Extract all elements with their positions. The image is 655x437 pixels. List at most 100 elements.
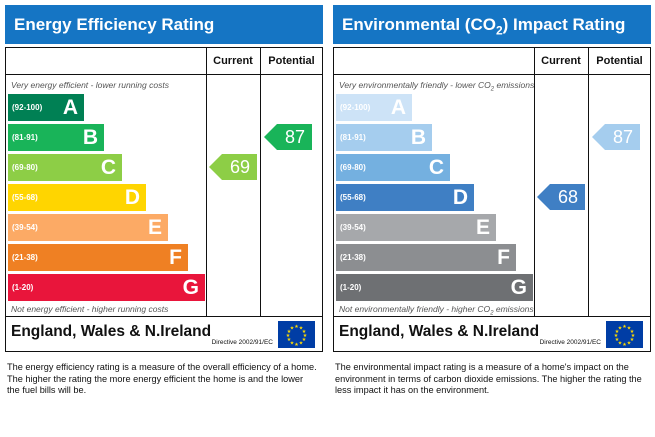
svg-text:★: ★	[627, 341, 632, 347]
region-label: England, Wales & N.Ireland	[339, 323, 540, 340]
svg-text:★: ★	[622, 342, 627, 348]
svg-text:★: ★	[287, 329, 292, 335]
svg-text:★: ★	[303, 333, 308, 339]
rating-band-g: (1-20) G	[336, 274, 533, 301]
potential-rating-arrow-value: 87	[612, 127, 634, 147]
rating-band-c: (69-80) C	[336, 154, 450, 181]
rating-band-e: (39-54) E	[336, 214, 496, 241]
band-letter-label: D	[452, 186, 468, 209]
svg-text:★: ★	[294, 342, 299, 348]
current-header: Current	[541, 55, 581, 67]
band-letter-label: A	[390, 96, 406, 119]
rating-band-g: (1-20) G	[8, 274, 205, 301]
band-letter-label: G	[510, 276, 527, 299]
energy-efficiency-caption: The energy efficiency rating is a measur…	[7, 362, 317, 395]
svg-text:★: ★	[618, 341, 623, 347]
region-label: England, Wales & N.Ireland	[11, 323, 212, 340]
current-rating-arrow: 68	[537, 184, 585, 210]
band-letter-label: C	[428, 156, 444, 179]
band-range-label: (39-54)	[12, 223, 38, 232]
current-rating-arrow: 69	[209, 154, 257, 180]
footer-divider	[334, 316, 650, 317]
svg-text:★: ★	[287, 337, 292, 343]
potential-rating-arrow: 87	[592, 124, 640, 150]
band-letter-label: E	[147, 216, 162, 239]
environmental-impact-panel: Environmental (CO2) Impact Rating Curren…	[333, 5, 651, 352]
band-range-label: (92-100)	[340, 103, 371, 112]
rating-band-e: (39-54) E	[8, 214, 168, 241]
band-range-label: (69-80)	[340, 163, 366, 172]
band-range-label: (55-68)	[340, 193, 366, 202]
band-letter-label: F	[497, 246, 510, 269]
svg-text:★: ★	[614, 333, 619, 339]
current-rating-arrow-shape	[209, 154, 257, 180]
rating-band-f: (21-38) F	[8, 244, 188, 271]
potential-rating-arrow-shape	[592, 124, 640, 150]
band-letter-label: A	[62, 96, 78, 119]
band-range-label: (39-54)	[340, 223, 366, 232]
svg-text:★: ★	[286, 333, 291, 339]
band-range-label: (92-100)	[12, 103, 43, 112]
column-divider	[534, 48, 535, 316]
band-range-label: (21-38)	[340, 253, 366, 262]
svg-text:★: ★	[631, 333, 636, 339]
top-note: Very energy efficient - lower running co…	[11, 80, 169, 90]
potential-rating-arrow: 87	[264, 124, 312, 150]
band-range-label: (1-20)	[340, 283, 362, 292]
eu-flag-icon: ★ ★ ★ ★ ★ ★ ★ ★ ★ ★ ★ ★	[278, 321, 315, 348]
svg-text:★: ★	[630, 329, 635, 335]
svg-text:★: ★	[615, 329, 620, 335]
band-letter-label: E	[475, 216, 490, 239]
band-range-label: (81-91)	[340, 133, 366, 142]
band-letter-label: C	[100, 156, 116, 179]
svg-text:★: ★	[290, 341, 295, 347]
svg-text:★: ★	[630, 337, 635, 343]
panel-title: Energy Efficiency Rating	[5, 5, 323, 44]
band-range-label: (81-91)	[12, 133, 38, 142]
environmental-impact-chart: Current Potential Very environmentally f…	[333, 47, 651, 352]
energy-efficiency-panel: Energy Efficiency Rating Current Potenti…	[5, 5, 323, 352]
rating-band-d: (55-68) D	[336, 184, 474, 211]
environmental-impact-caption: The environmental impact rating is a mea…	[335, 362, 642, 395]
current-rating-arrow-value: 68	[557, 187, 579, 207]
band-letter-label: B	[82, 126, 98, 149]
rating-band-d: (55-68) D	[8, 184, 146, 211]
potential-rating-arrow-value: 87	[284, 127, 306, 147]
panel-title: Environmental (CO2) Impact Rating	[333, 5, 651, 44]
svg-text:★: ★	[290, 326, 295, 332]
potential-header: Potential	[596, 55, 643, 67]
top-note: Very environmentally friendly - lower CO…	[339, 80, 535, 93]
svg-text:★: ★	[622, 324, 627, 330]
header-divider	[6, 74, 322, 75]
band-letter-label: G	[182, 276, 199, 299]
current-rating-arrow-shape	[537, 184, 585, 210]
svg-text:★: ★	[618, 326, 623, 332]
current-rating-arrow-value: 69	[229, 157, 251, 177]
rating-band-f: (21-38) F	[336, 244, 516, 271]
current-header: Current	[213, 55, 253, 67]
svg-text:★: ★	[302, 329, 307, 335]
column-divider	[260, 48, 261, 316]
band-letter-label: F	[169, 246, 182, 269]
svg-text:★: ★	[302, 337, 307, 343]
column-divider	[588, 48, 589, 316]
band-range-label: (21-38)	[12, 253, 38, 262]
bottom-note: Not environmentally friendly - higher CO…	[339, 304, 534, 317]
footer-divider	[6, 316, 322, 317]
header-divider	[334, 74, 650, 75]
svg-text:★: ★	[299, 341, 304, 347]
svg-text:★: ★	[299, 326, 304, 332]
svg-text:★: ★	[615, 337, 620, 343]
rating-band-b: (81-91) B	[8, 124, 104, 151]
rating-band-a: (92-100) A	[336, 94, 412, 121]
band-letter-label: B	[410, 126, 426, 149]
potential-header: Potential	[268, 55, 315, 67]
eu-flag-icon: ★ ★ ★ ★ ★ ★ ★ ★ ★ ★ ★ ★	[606, 321, 643, 348]
band-letter-label: D	[124, 186, 140, 209]
svg-text:★: ★	[627, 326, 632, 332]
rating-band-b: (81-91) B	[336, 124, 432, 151]
column-divider	[206, 48, 207, 316]
rating-band-a: (92-100) A	[8, 94, 84, 121]
band-range-label: (69-80)	[12, 163, 38, 172]
directive-label: Directive 2002/91/EC	[539, 339, 601, 346]
